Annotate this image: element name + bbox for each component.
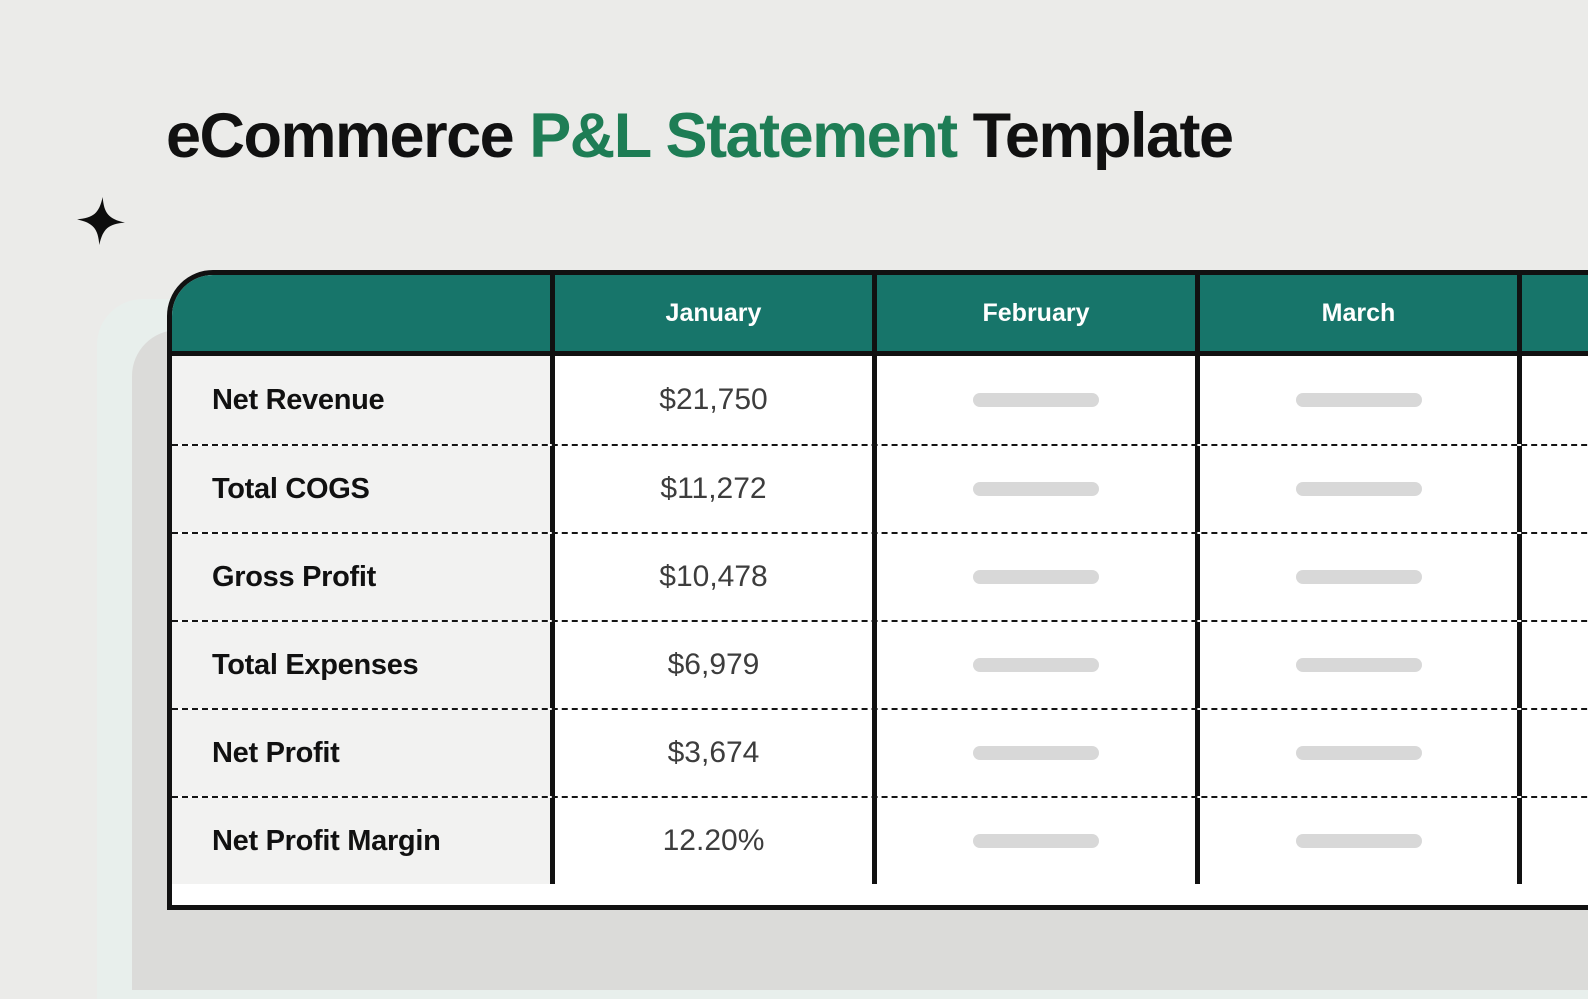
header-cell-partial: [1522, 275, 1588, 356]
table-row: Total Expenses $6,979: [172, 620, 1588, 708]
february-cell: [877, 446, 1200, 532]
march-cell: [1200, 356, 1522, 444]
header-cell-january: January: [555, 275, 877, 356]
january-value: $6,979: [555, 622, 877, 708]
february-cell: [877, 710, 1200, 796]
pl-statement-table: January February March Net Revenue $21,7…: [167, 270, 1588, 910]
title-suffix: Template: [956, 101, 1234, 171]
january-value: $11,272: [555, 446, 877, 532]
page: { "header": { "title": { "prefix": "eCom…: [77, 100, 1588, 990]
header-cell-february: February: [877, 275, 1200, 356]
row-label: Total COGS: [172, 446, 555, 532]
partial-cell: [1522, 446, 1588, 532]
partial-cell: [1522, 622, 1588, 708]
title-highlight: P&L Statement: [529, 101, 958, 171]
table-row: Total COGS $11,272: [172, 444, 1588, 532]
placeholder-bar: [973, 482, 1099, 496]
placeholder-bar: [1295, 658, 1422, 672]
title-prefix: eCommerce: [166, 101, 530, 171]
placeholder-bar: [1295, 393, 1422, 407]
table-row: Net Profit Margin 12.20%: [172, 796, 1588, 884]
march-cell: [1200, 798, 1522, 884]
table-row: Net Profit $3,674: [172, 708, 1588, 796]
placeholder-bar: [1295, 834, 1422, 848]
row-label: Total Expenses: [172, 622, 555, 708]
row-label: Net Revenue: [172, 356, 555, 444]
row-label: Net Profit: [172, 710, 555, 796]
placeholder-bar: [1295, 746, 1422, 760]
header-cell-march: March: [1200, 275, 1522, 356]
placeholder-bar: [973, 658, 1099, 672]
january-value: $3,674: [555, 710, 877, 796]
march-cell: [1200, 622, 1522, 708]
partial-cell: [1522, 798, 1588, 884]
row-label: Net Profit Margin: [172, 798, 555, 884]
february-cell: [877, 356, 1200, 444]
placeholder-bar: [1295, 570, 1422, 584]
table-row: Gross Profit $10,478: [172, 532, 1588, 620]
placeholder-bar: [973, 393, 1099, 407]
placeholder-bar: [1295, 482, 1422, 496]
page-title: eCommerce P&L Statement Template: [166, 100, 1234, 172]
table-row: Net Revenue $21,750: [172, 356, 1588, 444]
row-label: Gross Profit: [172, 534, 555, 620]
march-cell: [1200, 446, 1522, 532]
placeholder-bar: [973, 834, 1099, 848]
february-cell: [877, 798, 1200, 884]
february-cell: [877, 534, 1200, 620]
february-cell: [877, 622, 1200, 708]
sparkle-icon: [77, 197, 125, 245]
partial-cell: [1522, 534, 1588, 620]
january-value: $10,478: [555, 534, 877, 620]
table-header-row: January February March: [172, 275, 1588, 356]
march-cell: [1200, 534, 1522, 620]
placeholder-bar: [973, 746, 1099, 760]
january-value: 12.20%: [555, 798, 877, 884]
partial-cell: [1522, 710, 1588, 796]
placeholder-bar: [973, 570, 1099, 584]
march-cell: [1200, 710, 1522, 796]
january-value: $21,750: [555, 356, 877, 444]
partial-cell: [1522, 356, 1588, 444]
header-cell-labels: [172, 275, 555, 356]
